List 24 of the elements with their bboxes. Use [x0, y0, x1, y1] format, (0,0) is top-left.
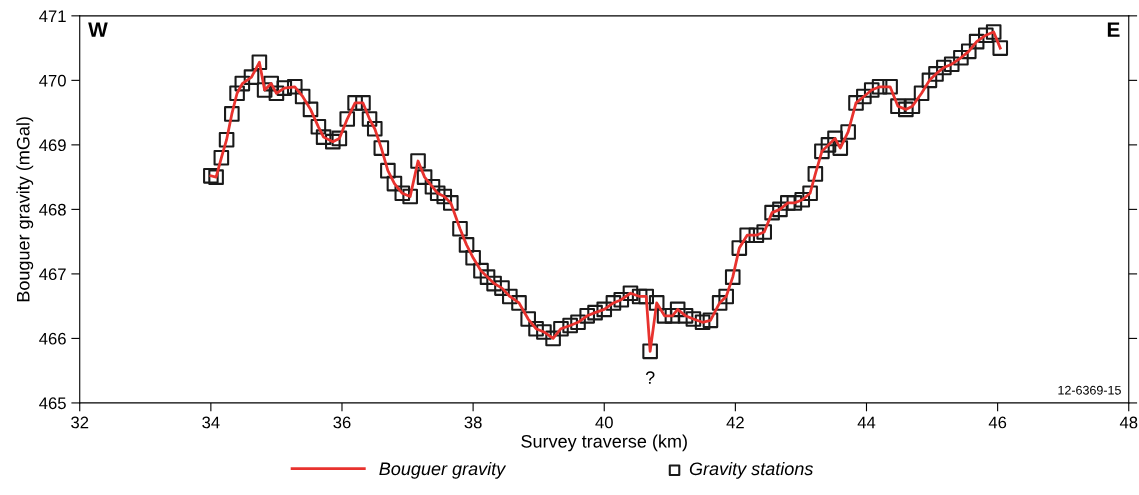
annotation: 12-6369-15	[1058, 385, 1121, 395]
legend-label: Gravity stations	[689, 461, 814, 479]
y-tick-label: 467	[39, 268, 66, 281]
y-tick-label: 465	[39, 397, 66, 410]
x-tick-label: 46	[988, 416, 1007, 429]
x-tick-label: 48	[1119, 416, 1138, 429]
x-tick-label: 36	[333, 416, 351, 429]
x-tick-label: 38	[464, 416, 482, 429]
x-tick-label: 44	[857, 416, 876, 429]
y-tick-label: 469	[39, 139, 66, 152]
annotation: E	[1107, 22, 1120, 37]
x-axis-title: Survey traverse (km)	[521, 434, 687, 452]
y-tick-label: 466	[39, 332, 66, 345]
annotation: ?	[645, 371, 655, 384]
x-tick-label: 32	[71, 416, 89, 429]
annotation: W	[88, 22, 108, 37]
x-tick-label: 40	[595, 416, 613, 429]
y-tick-label: 470	[39, 74, 66, 87]
y-tick-label: 471	[39, 10, 66, 22]
x-tick-label: 42	[726, 416, 744, 429]
y-axis-title: Bouguer gravity (mGal)	[16, 117, 34, 302]
x-tick-label: 34	[202, 416, 220, 429]
legend-label: Bouguer gravity	[379, 461, 507, 479]
y-tick-label: 468	[39, 203, 66, 216]
